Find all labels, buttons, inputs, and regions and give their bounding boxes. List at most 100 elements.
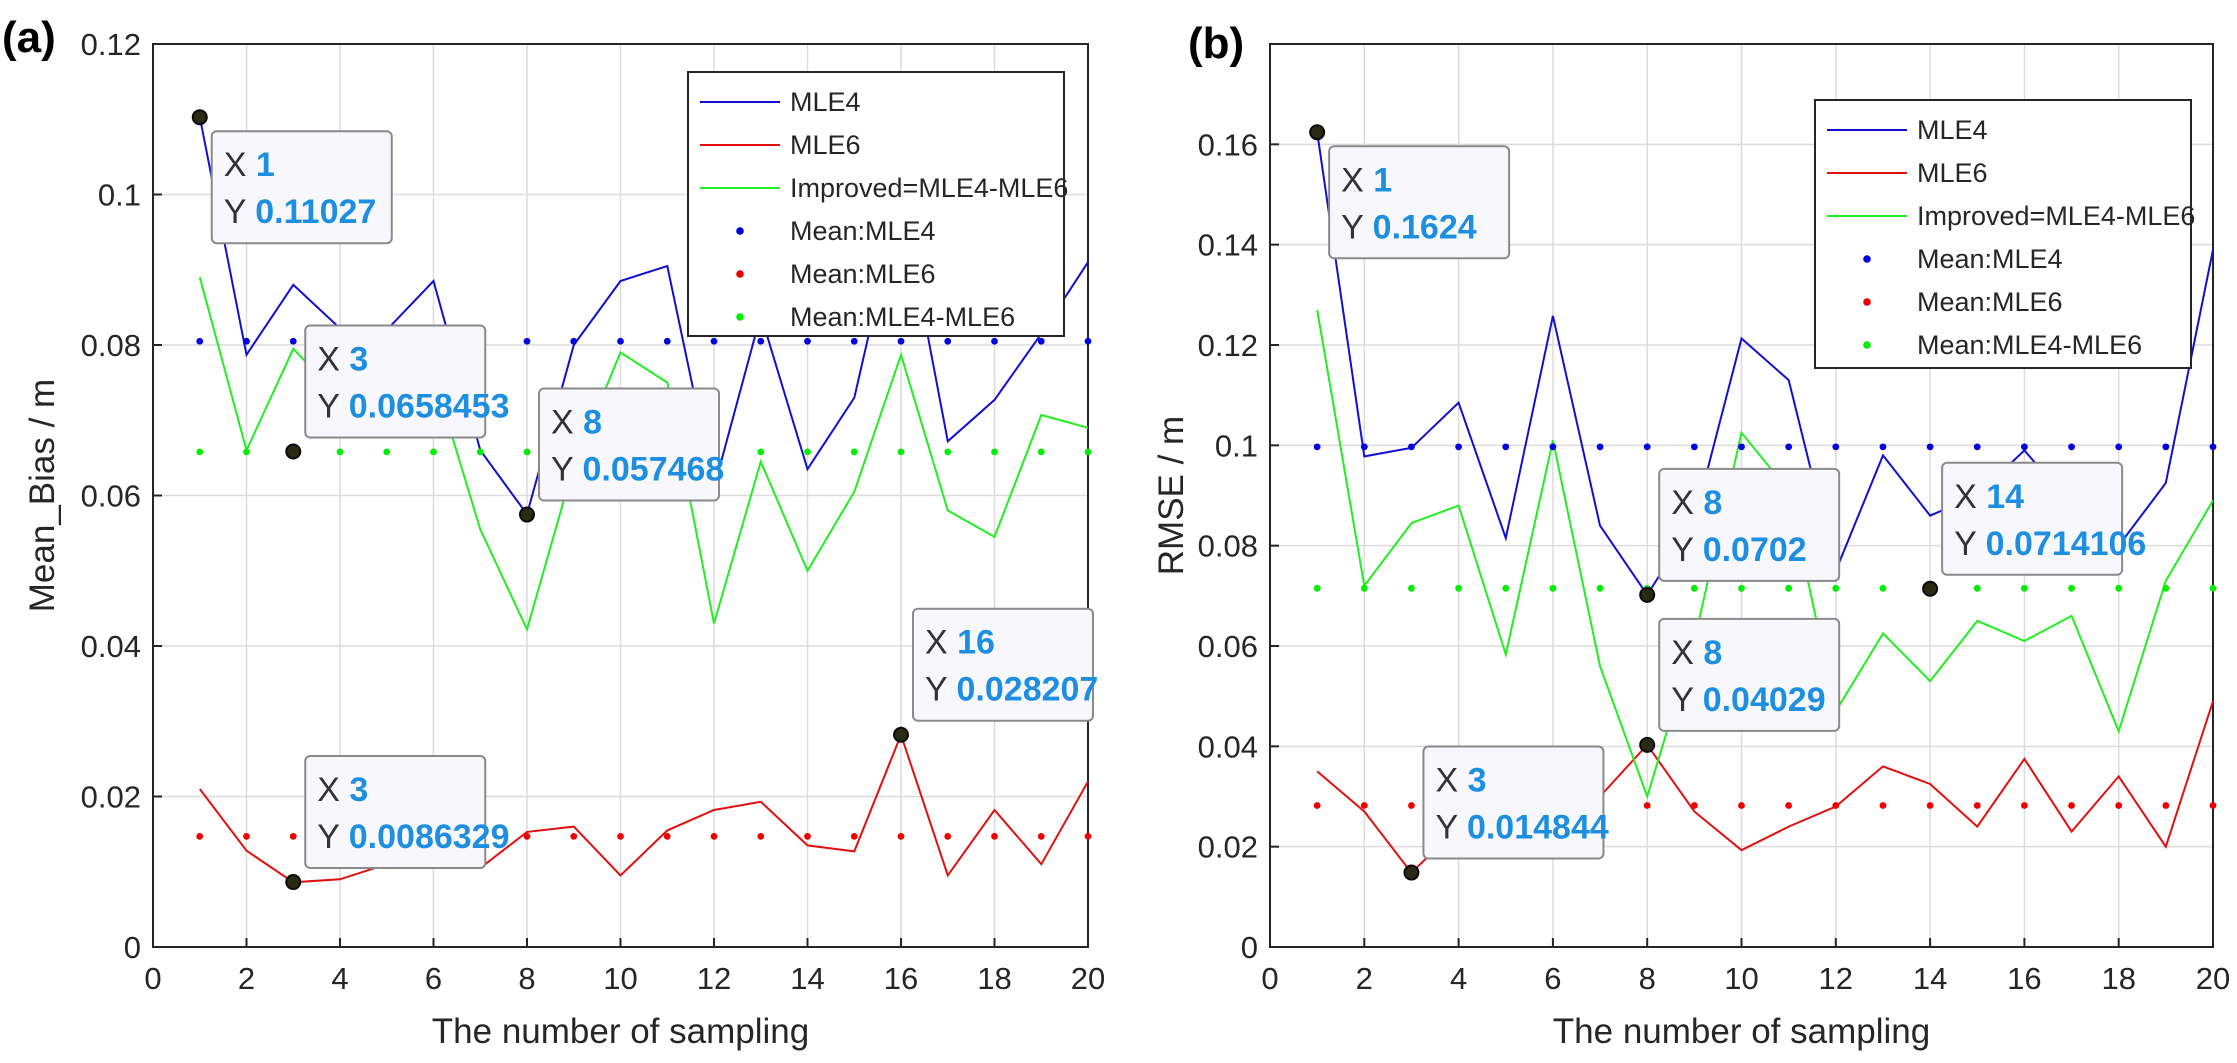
series-line-mle6	[199, 731, 1089, 884]
x-tick-label: 18	[977, 961, 1011, 996]
mean-marker-mean_mle6	[2115, 802, 2123, 809]
mean-marker-mean_improved	[476, 448, 484, 456]
mean-marker-mean_improved	[336, 448, 344, 456]
mean-marker-mean_improved	[2068, 584, 2075, 592]
mean-marker-mean_mle4	[1643, 443, 1651, 451]
datatip-y-row: Y 0.014844	[1435, 809, 1608, 847]
mean-marker-mean_improved	[2115, 584, 2123, 592]
mean-marker-mean_mle6	[196, 832, 204, 840]
mean-marker-mean_improved	[850, 448, 858, 456]
mean-marker-mean_improved	[804, 448, 811, 456]
datatip-x-row: X 1	[1341, 161, 1392, 199]
mean-marker-mean_mle4	[757, 337, 765, 345]
x-axis-label: The number of sampling	[1553, 1012, 1930, 1051]
legend-entry-label: Mean:MLE4-MLE6	[1917, 330, 2142, 360]
datatip-x-row: X 14	[1954, 478, 2024, 516]
datatip-x-row: X 1	[224, 146, 275, 184]
datatip-y-row: Y 0.1624	[1341, 208, 1477, 246]
y-tick-label: 0	[124, 930, 141, 965]
mean-marker-mean_mle6	[2209, 802, 2217, 809]
datatip-y-value: 0.0714106	[1986, 525, 2147, 563]
mean-marker-mean_improved	[2021, 584, 2028, 592]
datatip-y-row: Y 0.0702	[1671, 531, 1807, 569]
mean-marker-mean_mle6	[1408, 802, 1415, 809]
mean-marker-mean_mle4	[523, 337, 531, 345]
mean-marker-mean_mle4	[243, 337, 250, 345]
y-tick-label: 0.12	[81, 27, 141, 62]
y-tick-label: 0.04	[1198, 729, 1258, 764]
mean-marker-mean_mle6	[663, 832, 671, 840]
panel-label: (a)	[2, 13, 56, 62]
datatip-x-value: 3	[349, 341, 368, 379]
datatip-marker	[285, 443, 302, 460]
datatip-box	[304, 324, 487, 439]
mean-marker-mean_mle4	[1360, 443, 1368, 451]
y-tick-label: 0.04	[81, 629, 141, 664]
datatip-y-value: 0.0086329	[349, 818, 510, 856]
mean-marker-mean_mle4	[1596, 443, 1604, 451]
mean-marker-mean_mle4	[1785, 443, 1793, 451]
x-tick-label: 2	[1356, 961, 1373, 996]
mean-marker-mean_mle6	[1973, 802, 1981, 809]
series-line-improved	[1316, 309, 2214, 800]
datatip-x-value: 3	[349, 771, 368, 809]
mean-marker-mean_improved	[1973, 584, 1981, 592]
mean-marker-mean_mle4	[1738, 443, 1745, 451]
mean-marker-mean_improved	[991, 448, 998, 456]
mean-marker-mean_improved	[243, 448, 250, 456]
datatip-box	[1328, 145, 1511, 260]
mean-marker-mean_mle6	[710, 832, 718, 840]
x-tick-label: 8	[518, 961, 535, 996]
legend-entry-label: MLE4	[790, 87, 861, 117]
datatip-x-row: X 8	[1671, 484, 1722, 522]
datatip-y-row: Y 0.028207	[925, 671, 1098, 709]
mean-marker-mean_improved	[2209, 584, 2217, 592]
datatip-y-value: 0.0658453	[349, 388, 510, 426]
mean-marker-mean_improved	[1549, 584, 1557, 592]
datatip-box	[1941, 461, 2124, 576]
datatip-y-value: 0.0702	[1703, 531, 1807, 569]
mean-marker-mean_mle4	[710, 337, 718, 345]
legend-entry-label: Mean:MLE4	[790, 216, 936, 246]
datatip-y-row: Y 0.0086329	[317, 818, 509, 856]
y-tick-label: 0.06	[81, 479, 141, 514]
mean-marker-mean_mle4	[991, 337, 998, 345]
y-tick-label: 0.02	[1198, 830, 1258, 865]
mean-marker-mean_improved	[1832, 584, 1840, 592]
datatip-y-row: Y 0.0658453	[317, 388, 509, 426]
mean-marker-mean_mle4	[1313, 443, 1321, 451]
datatip-x-value: 16	[957, 624, 995, 662]
datatip-marker	[1403, 864, 1420, 881]
datatip-x-value: 14	[1986, 478, 2024, 516]
datatip-x-value: 8	[1703, 634, 1722, 672]
x-tick-label: 20	[2196, 961, 2230, 996]
mean-marker-mean_mle4	[1926, 443, 1934, 451]
mean-marker-mean_mle6	[1832, 802, 1840, 809]
mean-marker-mean_mle4	[196, 337, 204, 345]
y-tick-label: 0.06	[1198, 629, 1258, 664]
legend-swatch-dot	[1863, 298, 1871, 306]
mean-marker-mean_mle6	[944, 832, 952, 840]
mean-marker-mean_improved	[2162, 584, 2170, 592]
mean-marker-mean_mle4	[617, 337, 624, 345]
mean-marker-mean_mle4	[1549, 443, 1557, 451]
x-tick-label: 18	[2101, 961, 2135, 996]
y-axis-label: RMSE / m	[1152, 416, 1191, 575]
mean-marker-mean_mle4	[1037, 337, 1045, 345]
y-tick-label: 0.02	[81, 780, 141, 815]
x-tick-label: 6	[425, 961, 442, 996]
mean-marker-mean_improved	[1313, 584, 1321, 592]
x-tick-label: 12	[697, 961, 731, 996]
legend-swatch-dot	[736, 270, 744, 278]
datatip-y-value: 0.014844	[1467, 809, 1609, 847]
legend-swatch-dot	[1863, 341, 1871, 349]
mean-marker-mean_mle6	[757, 832, 765, 840]
mean-marker-mean_mle4	[2115, 443, 2123, 451]
datatip-x-row: X 3	[317, 341, 368, 379]
datatip-marker	[893, 726, 909, 743]
x-tick-label: 6	[1544, 961, 1561, 996]
mean-marker-mean_mle4	[1879, 443, 1887, 451]
mean-marker-mean_improved	[1084, 448, 1092, 456]
legend-entry-label: MLE4	[1917, 115, 1988, 145]
